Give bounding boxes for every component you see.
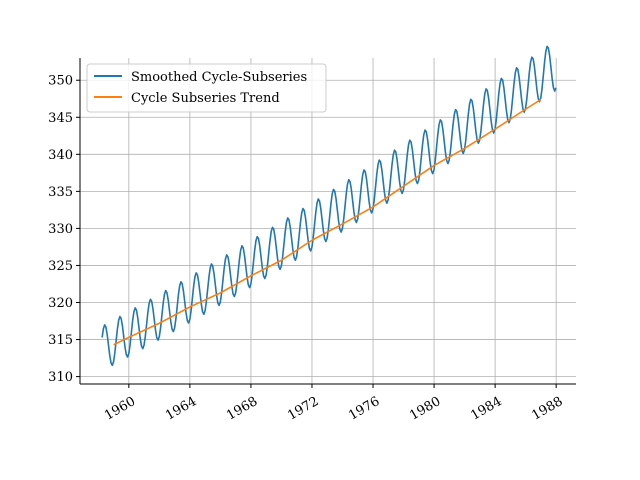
y-tick-label: 345: [48, 111, 73, 126]
legend: Smoothed Cycle-Subseries Cycle Subseries…: [86, 63, 327, 113]
series-line-smoothed: [101, 45, 557, 367]
x-tick-label: 1980: [407, 394, 443, 424]
x-tick-label: 1964: [163, 394, 199, 424]
y-tick-label: 340: [48, 148, 73, 163]
y-tick-label: 330: [48, 222, 73, 237]
x-tick-label: 1972: [285, 394, 321, 424]
y-tick-label: 315: [48, 333, 73, 348]
y-tick-label: 310: [48, 370, 73, 385]
legend-label-smoothed: Smoothed Cycle-Subseries: [131, 70, 307, 85]
x-tick-label: 1984: [468, 394, 504, 424]
x-tick-label: 1968: [224, 394, 260, 424]
y-tick-label: 350: [48, 74, 73, 89]
x-tick-label: 1988: [529, 394, 565, 424]
x-tick-label: 1960: [102, 394, 138, 424]
legend-frame: [86, 63, 327, 113]
y-tick-label: 335: [48, 185, 73, 200]
series-layer: [101, 45, 557, 367]
legend-label-trend: Cycle Subseries Trend: [131, 91, 280, 106]
series-line-trend: [113, 98, 542, 346]
y-tick-label: 325: [48, 259, 73, 274]
y-tick-label: 320: [48, 296, 73, 311]
x-tick-label: 1976: [346, 394, 382, 424]
